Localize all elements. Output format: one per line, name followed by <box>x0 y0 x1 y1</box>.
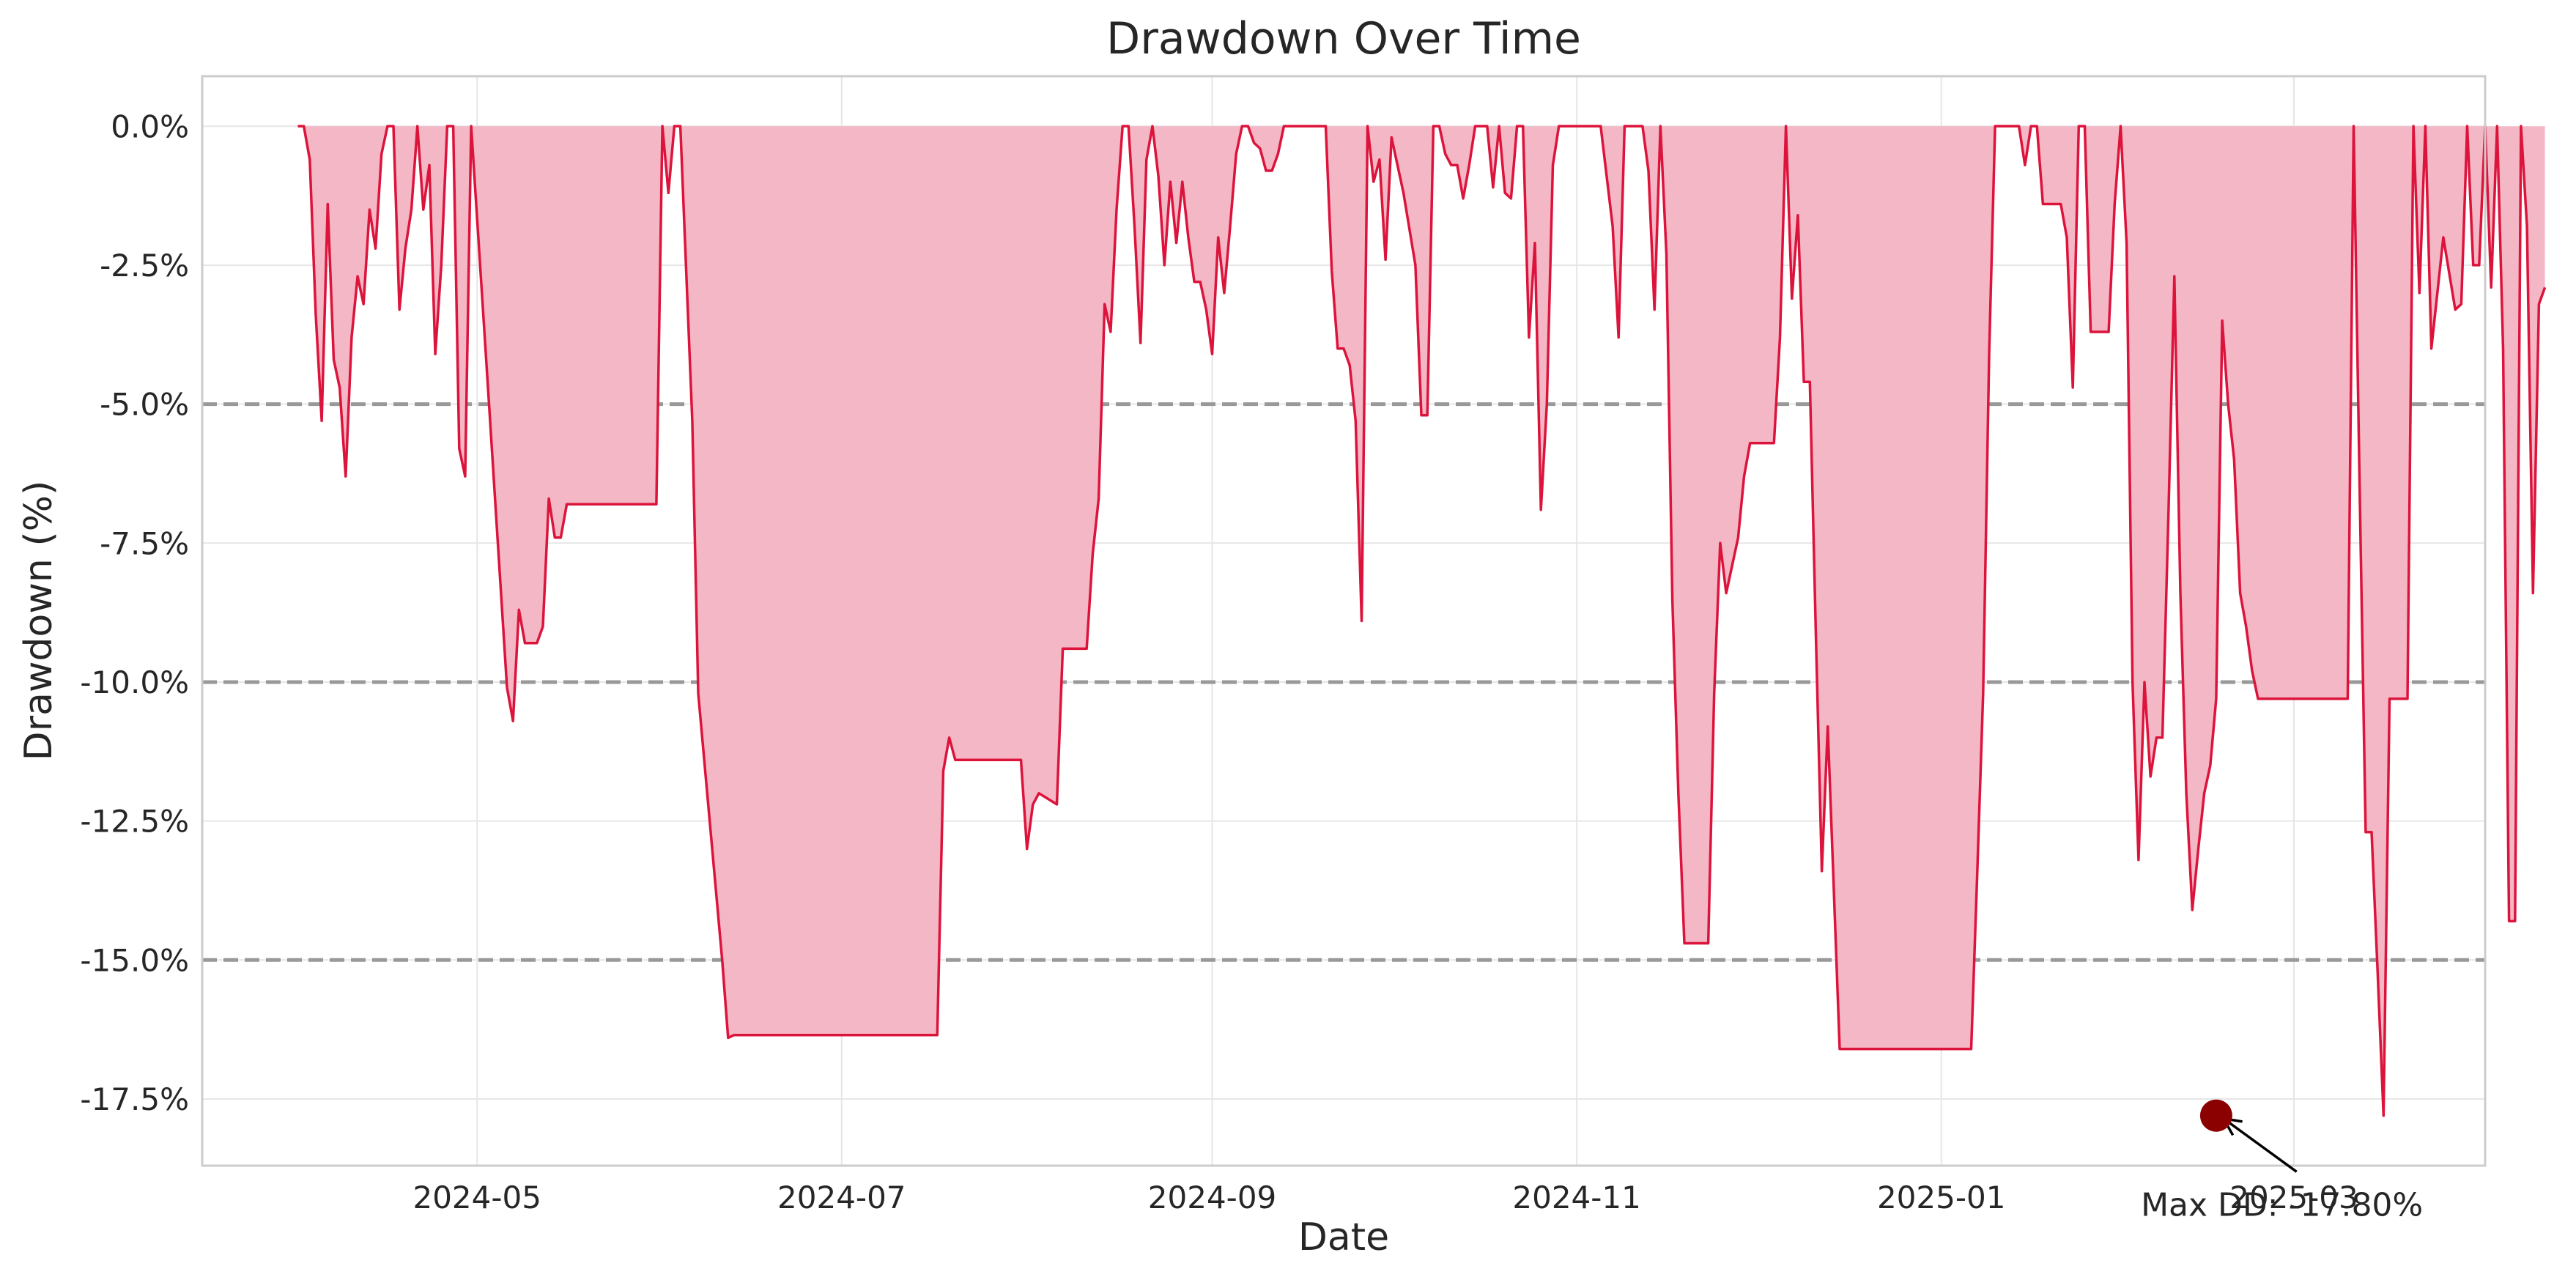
y-tick-label: 0.0% <box>111 108 189 144</box>
drawdown-line <box>297 125 2547 1117</box>
reference-lines <box>202 402 2485 962</box>
y-tick-label: -15.0% <box>80 942 189 978</box>
y-tick-label: -10.0% <box>80 665 189 700</box>
y-tick-label: -17.5% <box>80 1081 189 1117</box>
x-axis-label: Date <box>1298 1215 1389 1259</box>
x-axis-ticks: 2024-05 2024-07 2024-09 2024-11 2025-01 2025-… <box>412 1180 2358 1215</box>
x-tick-label: 2025-03 <box>2229 1180 2358 1215</box>
max-dd-annotation: Max DD: -17.80% <box>2141 1186 2423 1224</box>
x-tick-label: 2024-05 <box>412 1180 541 1215</box>
max-dd-arrow <box>2222 1117 2298 1173</box>
y-axis-ticks: 0.0% -2.5% -5.0% -7.5% -10.0% -12.5% -15.0% -17… <box>80 108 189 1117</box>
y-tick-label: -12.5% <box>80 804 189 840</box>
chart-title: Drawdown Over Time <box>1106 13 1581 64</box>
y-axis-label: Drawdown (%) <box>17 481 61 761</box>
drawdown-area <box>297 126 2545 1116</box>
x-tick-label: 2024-09 <box>1148 1180 1277 1215</box>
max-drawdown-marker <box>2199 1099 2232 1132</box>
y-tick-label: -5.0% <box>100 387 189 423</box>
y-tick-label: -7.5% <box>100 525 189 561</box>
x-tick-label: 2024-07 <box>777 1180 906 1215</box>
x-tick-label: 2025-01 <box>1877 1180 2006 1215</box>
y-tick-label: -2.5% <box>100 248 189 284</box>
plot-frame <box>201 75 2487 1167</box>
x-tick-label: 2024-11 <box>1512 1180 1641 1215</box>
